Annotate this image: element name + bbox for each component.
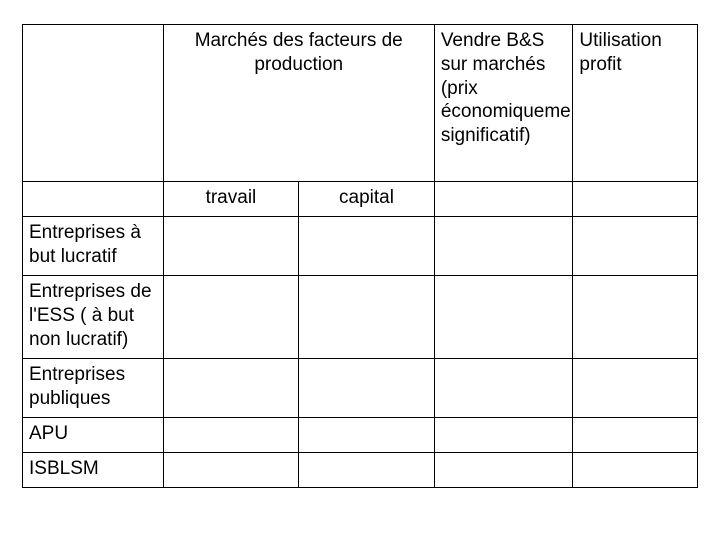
header-travail: travail bbox=[163, 182, 299, 217]
cell-travail bbox=[163, 453, 299, 488]
header-marches-facteurs: Marchés des facteurs de production bbox=[163, 25, 434, 182]
cell-capital bbox=[299, 359, 435, 418]
cell-capital bbox=[299, 217, 435, 276]
cell-profit bbox=[573, 359, 698, 418]
header-row-2: travail capital bbox=[23, 182, 698, 217]
cell-capital bbox=[299, 418, 435, 453]
cell-vendre bbox=[434, 217, 573, 276]
header-capital: capital bbox=[299, 182, 435, 217]
cell-profit bbox=[573, 276, 698, 359]
cell-travail bbox=[163, 418, 299, 453]
cell-capital bbox=[299, 453, 435, 488]
cell-profit bbox=[573, 217, 698, 276]
table-row: Entreprises à but lucratif bbox=[23, 217, 698, 276]
table-row: ISBLSM bbox=[23, 453, 698, 488]
table-row: Entreprises de l'ESS ( à but non lucrati… bbox=[23, 276, 698, 359]
cell-vendre bbox=[434, 276, 573, 359]
header-row-1: Marchés des facteurs de production Vendr… bbox=[23, 25, 698, 182]
row-label: Entreprises à but lucratif bbox=[23, 217, 164, 276]
row-label: ISBLSM bbox=[23, 453, 164, 488]
row-label: Entreprises de l'ESS ( à but non lucrati… bbox=[23, 276, 164, 359]
row-label: APU bbox=[23, 418, 164, 453]
cell-travail bbox=[163, 217, 299, 276]
header2-blank-4 bbox=[573, 182, 698, 217]
cell-travail bbox=[163, 359, 299, 418]
table-row: APU bbox=[23, 418, 698, 453]
header-vendre-bs: Vendre B&S sur marchés (prix économiquem… bbox=[434, 25, 573, 182]
cell-vendre bbox=[434, 418, 573, 453]
header2-blank bbox=[23, 182, 164, 217]
table-row: Entreprises publiques bbox=[23, 359, 698, 418]
cell-travail bbox=[163, 276, 299, 359]
row-label: Entreprises publiques bbox=[23, 359, 164, 418]
cell-profit bbox=[573, 453, 698, 488]
page: Marchés des facteurs de production Vendr… bbox=[0, 0, 720, 540]
cell-vendre bbox=[434, 359, 573, 418]
header-utilisation-profit: Utilisation profit bbox=[573, 25, 698, 182]
cell-profit bbox=[573, 418, 698, 453]
cell-capital bbox=[299, 276, 435, 359]
header-blank bbox=[23, 25, 164, 182]
header2-blank-3 bbox=[434, 182, 573, 217]
economics-table: Marchés des facteurs de production Vendr… bbox=[22, 24, 698, 488]
cell-vendre bbox=[434, 453, 573, 488]
